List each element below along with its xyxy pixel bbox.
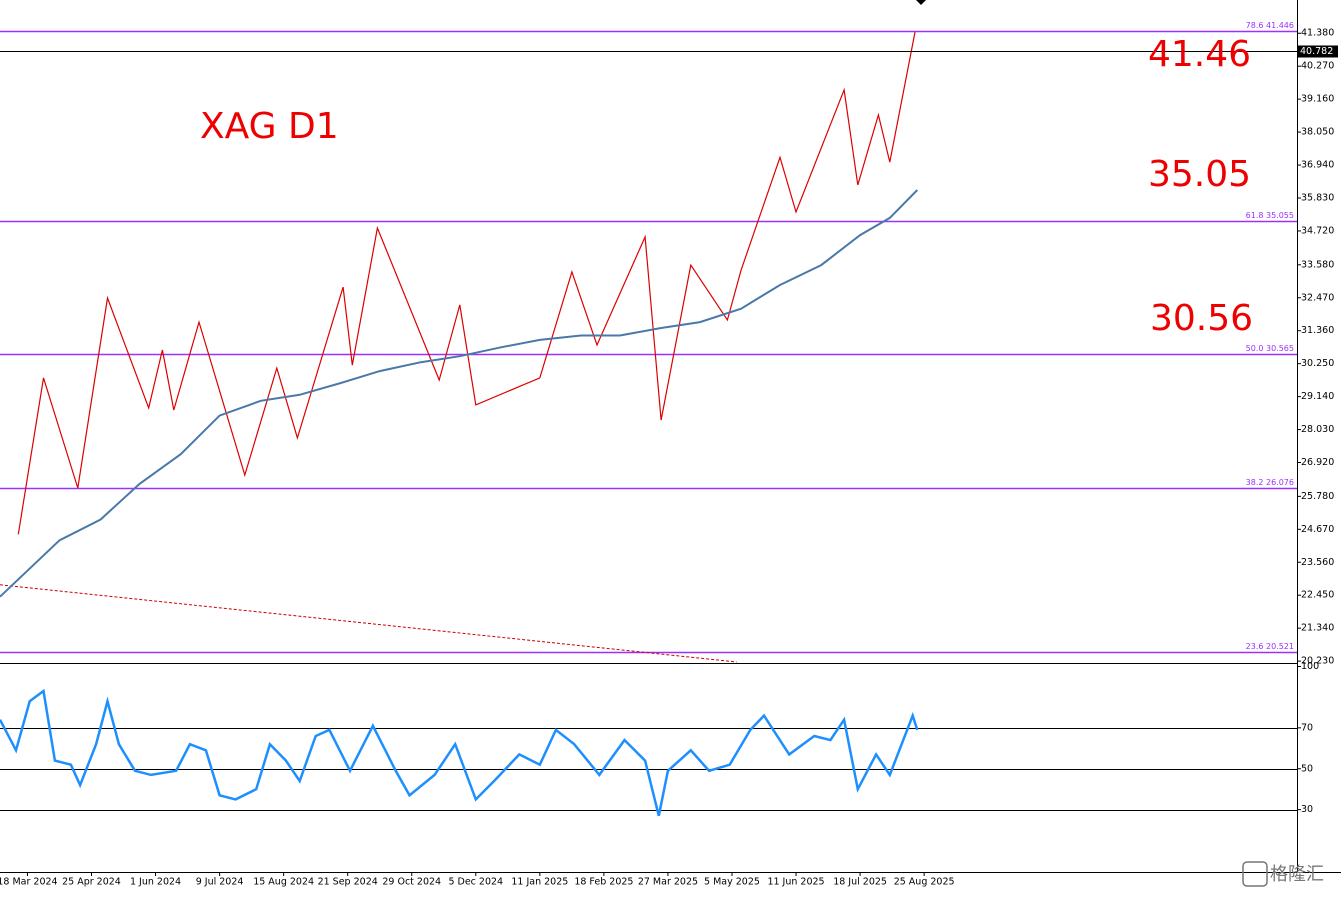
level-label: 50.0 30.565 [1246, 344, 1294, 353]
trend-line [0, 584, 737, 663]
x-tick-label: 18 Feb 2025 [574, 877, 633, 888]
watermark-text: 格隆汇 [1270, 864, 1324, 885]
x-tick-label: 11 Jun 2025 [767, 877, 824, 888]
y-tick-label: 29.140 [1301, 391, 1334, 402]
y-tick-label: 26.920 [1301, 457, 1334, 468]
y-tick-label: 35.830 [1301, 193, 1334, 204]
y-tick-label: 100 [1301, 661, 1319, 672]
y-tick-label: 50 [1301, 763, 1313, 774]
x-tick-label: 25 Apr 2024 [62, 877, 121, 888]
y-tick-label: 20.230 [1301, 656, 1334, 667]
x-tick-label: 9 Jul 2024 [196, 877, 244, 888]
chart-title: XAG D1 [200, 106, 339, 147]
x-tick-label: 5 May 2025 [704, 877, 760, 888]
level-label: 38.2 26.076 [1246, 478, 1294, 487]
y-tick-label: 30 [1301, 804, 1313, 815]
x-tick-label: 15 Aug 2024 [253, 877, 314, 888]
x-tick-label: 18 Mar 2024 [0, 877, 58, 888]
y-tick-label: 21.340 [1301, 623, 1334, 634]
last-price-box [1298, 45, 1338, 58]
y-tick-label: 34.720 [1301, 225, 1334, 236]
x-tick-label: 18 Jul 2025 [833, 877, 887, 888]
level-label: 78.6 41.446 [1246, 21, 1294, 30]
annotation: 35.05 [1148, 154, 1251, 195]
x-tick-label: 11 Jan 2025 [511, 877, 568, 888]
series-line [0, 688, 919, 817]
watermark: 格隆汇 [1242, 861, 1324, 887]
x-tick-label: 27 Mar 2025 [638, 877, 698, 888]
y-tick-label: 41.380 [1301, 28, 1334, 39]
last-price-label: 40.782 [1300, 46, 1333, 57]
y-tick-label: 40.270 [1301, 61, 1334, 72]
y-tick-label: 30.250 [1301, 358, 1334, 369]
level-label: 61.8 35.055 [1246, 211, 1294, 220]
y-tick-label: 24.670 [1301, 524, 1334, 535]
y-tick-label: 38.050 [1301, 127, 1334, 138]
y-tick-label: 33.580 [1301, 259, 1334, 270]
arrow-marker [916, 0, 926, 5]
watermark-logo [1242, 861, 1268, 887]
x-tick-label: 1 Jun 2024 [130, 877, 181, 888]
annotation: 30.56 [1150, 298, 1253, 339]
annotation: 41.46 [1148, 34, 1251, 75]
y-tick-label: 36.940 [1301, 160, 1334, 171]
y-tick-label: 22.450 [1301, 590, 1334, 601]
y-tick-label: 70 [1301, 722, 1313, 733]
y-tick-label: 23.560 [1301, 557, 1334, 568]
x-tick-label: 29 Oct 2024 [382, 877, 441, 888]
y-tick-label: 39.160 [1301, 94, 1334, 105]
y-tick-label: 32.470 [1301, 292, 1334, 303]
y-tick-label: 31.360 [1301, 325, 1334, 336]
y-tick-label: 28.030 [1301, 424, 1334, 435]
x-tick-label: 5 Dec 2024 [448, 877, 503, 888]
series-line [0, 189, 919, 598]
level-label: 23.6 20.521 [1246, 642, 1294, 651]
x-tick-label: 25 Aug 2025 [894, 877, 955, 888]
y-tick-label: 25.780 [1301, 491, 1334, 502]
x-tick-label: 21 Sep 2024 [318, 877, 378, 888]
